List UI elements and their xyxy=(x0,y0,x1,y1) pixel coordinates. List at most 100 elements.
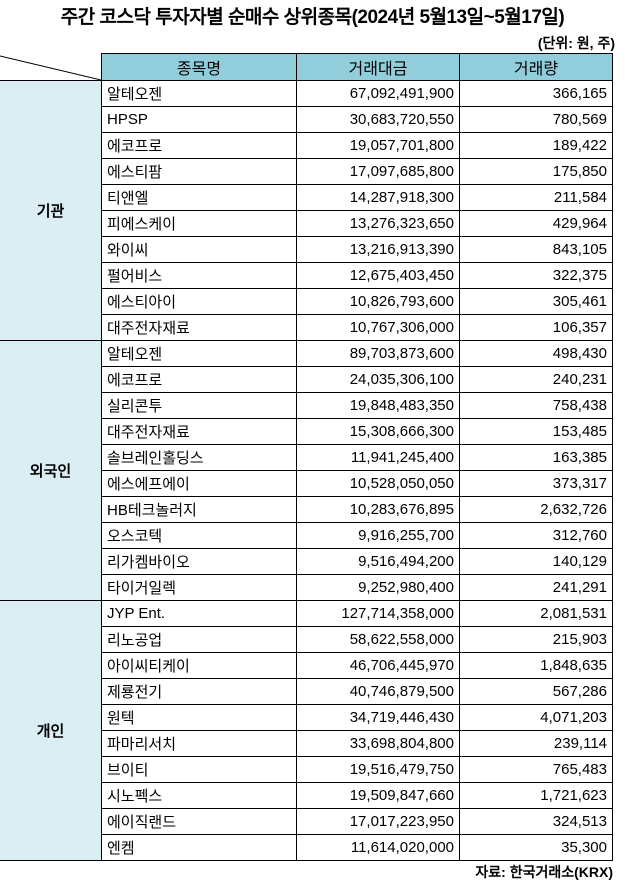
table-row: 펄어비스 12,675,403,450 322,375 xyxy=(0,261,613,289)
table-row: HB테크놀러지 10,283,676,895 2,632,726 xyxy=(0,495,613,523)
trade-volume: 429,964 xyxy=(459,209,613,237)
header-name: 종목명 xyxy=(101,53,297,81)
table-row: 브이티 19,516,479,750 765,483 xyxy=(0,755,613,783)
trade-amount: 14,287,918,300 xyxy=(296,183,460,211)
trade-amount: 11,941,245,400 xyxy=(296,443,460,471)
stock-name: 제룡전기 xyxy=(101,677,297,705)
table-row: 에이직랜드 17,017,223,950 324,513 xyxy=(0,807,613,835)
stock-name: 대주전자재료 xyxy=(101,417,297,445)
trade-volume: 189,422 xyxy=(459,131,613,159)
stock-name: 펄어비스 xyxy=(101,261,297,289)
stock-name: 타이거일렉 xyxy=(101,573,297,601)
table-row: 대주전자재료 10,767,306,000 106,357 xyxy=(0,313,613,341)
stock-name: 시노펙스 xyxy=(101,781,297,809)
trade-amount: 17,097,685,800 xyxy=(296,157,460,185)
trade-amount: 12,675,403,450 xyxy=(296,261,460,289)
trade-amount: 40,746,879,500 xyxy=(296,677,460,705)
trade-amount: 89,703,873,600 xyxy=(296,339,460,367)
stock-name: 실리콘투 xyxy=(101,391,297,419)
trade-amount: 10,283,676,895 xyxy=(296,495,460,523)
trade-volume: 240,231 xyxy=(459,365,613,393)
table-row: 개인 JYP Ent. 127,714,358,000 2,081,531 xyxy=(0,599,613,861)
stock-name: 티앤엘 xyxy=(101,183,297,211)
table-row: 외국인 알테오젠 89,703,873,600 498,430 xyxy=(0,339,613,601)
stock-name: HPSP xyxy=(101,105,297,133)
trade-volume: 211,584 xyxy=(459,183,613,211)
trade-volume: 1,848,635 xyxy=(459,651,613,679)
trade-volume: 322,375 xyxy=(459,261,613,289)
trade-amount: 19,057,701,800 xyxy=(296,131,460,159)
trade-volume: 366,165 xyxy=(459,79,613,107)
trade-volume: 4,071,203 xyxy=(459,703,613,731)
corner-cell xyxy=(0,53,102,81)
trade-amount: 19,516,479,750 xyxy=(296,755,460,783)
source-note: 자료: 한국거래소(KRX) xyxy=(475,864,613,880)
table-row: 와이씨 13,216,913,390 843,105 xyxy=(0,235,613,263)
trade-amount: 15,308,666,300 xyxy=(296,417,460,445)
trade-volume: 35,300 xyxy=(459,833,613,861)
trade-amount: 58,622,558,000 xyxy=(296,625,460,653)
trade-amount: 11,614,020,000 xyxy=(296,833,460,861)
trade-volume: 163,385 xyxy=(459,443,613,471)
trade-amount: 19,509,847,660 xyxy=(296,781,460,809)
table-row: 에스티팜 17,097,685,800 175,850 xyxy=(0,157,613,185)
stock-name: 에이직랜드 xyxy=(101,807,297,835)
stock-name: 솔브레인홀딩스 xyxy=(101,443,297,471)
trade-volume: 312,760 xyxy=(459,521,613,549)
trade-amount: 34,719,446,430 xyxy=(296,703,460,731)
trade-volume: 324,513 xyxy=(459,807,613,835)
trade-amount: 30,683,720,550 xyxy=(296,105,460,133)
table-row: 에코프로 19,057,701,800 189,422 xyxy=(0,131,613,159)
trade-amount: 13,276,323,650 xyxy=(296,209,460,237)
trade-amount: 24,035,306,100 xyxy=(296,365,460,393)
trade-volume: 2,632,726 xyxy=(459,495,613,523)
trade-volume: 241,291 xyxy=(459,573,613,601)
stock-name: 오스코텍 xyxy=(101,521,297,549)
table-row: 원텍 34,719,446,430 4,071,203 xyxy=(0,703,613,731)
table-row: 실리콘투 19,848,483,350 758,438 xyxy=(0,391,613,419)
trade-volume: 843,105 xyxy=(459,235,613,263)
stock-name: 에코프로 xyxy=(101,131,297,159)
investor-category: 기관 xyxy=(0,79,102,341)
trade-volume: 498,430 xyxy=(459,339,613,367)
trade-volume: 106,357 xyxy=(459,313,613,341)
table-row: 오스코텍 9,916,255,700 312,760 xyxy=(0,521,613,549)
header-row: 종목명 거래대금 거래량 xyxy=(0,53,613,81)
stock-name: 와이씨 xyxy=(101,235,297,263)
trade-volume: 1,721,623 xyxy=(459,781,613,809)
header-volume: 거래량 xyxy=(459,53,613,81)
stock-name: 리노공업 xyxy=(101,625,297,653)
trade-amount: 19,848,483,350 xyxy=(296,391,460,419)
table-row: 에스티아이 10,826,793,600 305,461 xyxy=(0,287,613,315)
stock-name: 리가켐바이오 xyxy=(101,547,297,575)
stock-name: 엔켐 xyxy=(101,833,297,861)
stock-name: 알테오젠 xyxy=(101,79,297,107)
stock-name: 에스에프에이 xyxy=(101,469,297,497)
header-amount: 거래대금 xyxy=(296,53,460,81)
table-row: 타이거일렉 9,252,980,400 241,291 xyxy=(0,573,613,601)
trade-amount: 33,698,804,800 xyxy=(296,729,460,757)
trade-volume: 765,483 xyxy=(459,755,613,783)
trade-amount: 127,714,358,000 xyxy=(296,599,460,627)
trade-volume: 567,286 xyxy=(459,677,613,705)
stock-name: 브이티 xyxy=(101,755,297,783)
trade-amount: 46,706,445,970 xyxy=(296,651,460,679)
stock-name: 피에스케이 xyxy=(101,209,297,237)
stock-name: 파마리서치 xyxy=(101,729,297,757)
stock-name: JYP Ent. xyxy=(101,599,297,627)
trade-volume: 2,081,531 xyxy=(459,599,613,627)
table-row: 티앤엘 14,287,918,300 211,584 xyxy=(0,183,613,211)
stock-name: 알테오젠 xyxy=(101,339,297,367)
trade-volume: 758,438 xyxy=(459,391,613,419)
trade-volume: 239,114 xyxy=(459,729,613,757)
trade-amount: 9,916,255,700 xyxy=(296,521,460,549)
trade-amount: 10,767,306,000 xyxy=(296,313,460,341)
page-title: 주간 코스닥 투자자별 순매수 상위종목(2024년 5월13일~5월17일) xyxy=(60,7,565,28)
trade-amount: 67,092,491,900 xyxy=(296,79,460,107)
table-row: 기관 알테오젠 67,092,491,900 366,165 xyxy=(0,79,613,341)
trade-volume: 780,569 xyxy=(459,105,613,133)
trade-volume: 215,903 xyxy=(459,625,613,653)
investor-category: 외국인 xyxy=(0,339,102,601)
unit-note: (단위: 원, 주) xyxy=(537,35,615,51)
stock-name: 에코프로 xyxy=(101,365,297,393)
